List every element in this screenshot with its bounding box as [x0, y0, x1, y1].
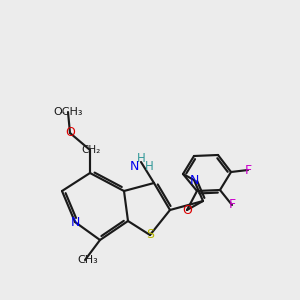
Text: O: O [182, 203, 192, 217]
Text: CH₂: CH₂ [81, 145, 101, 155]
Text: S: S [146, 229, 154, 242]
Text: H: H [145, 160, 153, 172]
Text: CH₃: CH₃ [78, 255, 98, 265]
Text: H: H [136, 152, 146, 164]
Text: N: N [189, 173, 199, 187]
Text: F: F [228, 199, 236, 212]
Text: F: F [244, 164, 252, 176]
Text: N: N [70, 215, 80, 229]
Text: methoxy: methoxy [60, 111, 66, 112]
Text: OCH₃: OCH₃ [53, 107, 83, 117]
Text: O: O [65, 127, 75, 140]
Text: N: N [129, 160, 139, 172]
